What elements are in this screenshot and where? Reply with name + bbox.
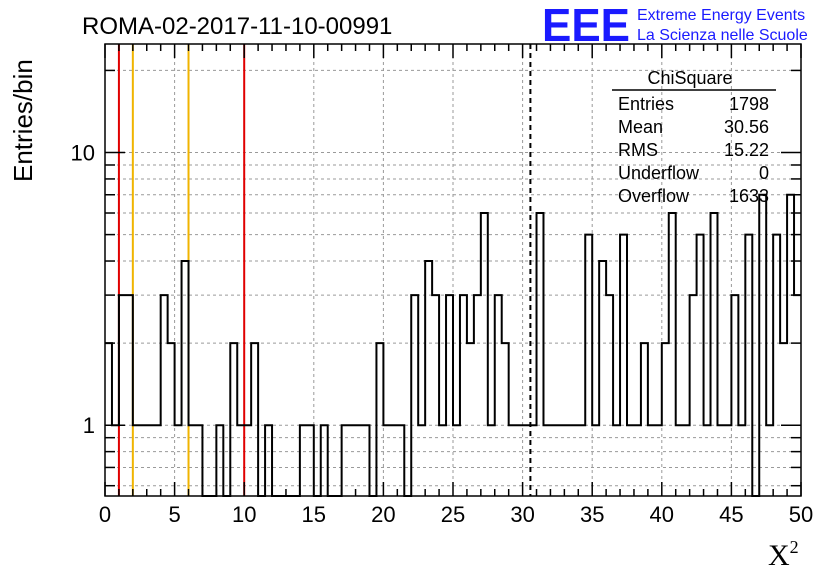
stats-label: RMS [618,140,658,160]
x-tick-label: 20 [371,502,395,527]
logo-mark: EEE [542,0,630,51]
x-tick-label: 0 [99,502,111,527]
stats-label: Entries [618,94,674,114]
y-tick-label: 10 [71,141,95,166]
stats-box: ChiSquare Entries 1798 Mean 30.56 RMS 15.22 Un… [612,68,776,206]
stats-title: ChiSquare [647,68,732,88]
stats-value: 1633 [729,186,769,206]
x-tick-label: 50 [789,502,813,527]
x-tick-label: 5 [168,502,180,527]
x-tick-label: 35 [580,502,604,527]
stats-label: Overflow [618,186,690,206]
chart-title: ROMA-02-2017-11-10-00991 [82,13,392,40]
stats-label: Underflow [618,163,700,183]
stats-label: Mean [618,117,663,137]
x-tick-label: 30 [510,502,534,527]
x-tick-label: 40 [650,502,674,527]
x-tick-label: 10 [232,502,256,527]
histogram-outline [105,193,801,497]
x-tick-label: 45 [719,502,743,527]
stats-value: 0 [759,163,769,183]
axis-ticks [104,44,802,496]
y-tick-label: 1 [83,413,95,438]
tick-labels: 0 5 10 15 20 25 30 35 40 45 50 1 10 [71,141,814,527]
x-axis-label: X2 [768,537,799,572]
stats-value: 30.56 [724,117,769,137]
stats-value: 15.22 [724,140,769,160]
logo-line-1: Extreme Energy Events [637,7,805,24]
stats-value: 1798 [729,94,769,114]
y-axis-label: Entries/bin [8,59,38,182]
eee-logo: EEE Extreme Energy Events La Scienza nel… [542,0,808,51]
x-tick-label: 15 [302,502,326,527]
x-tick-label: 25 [441,502,465,527]
logo-line-2: La Scienza nelle Scuole [637,27,808,44]
